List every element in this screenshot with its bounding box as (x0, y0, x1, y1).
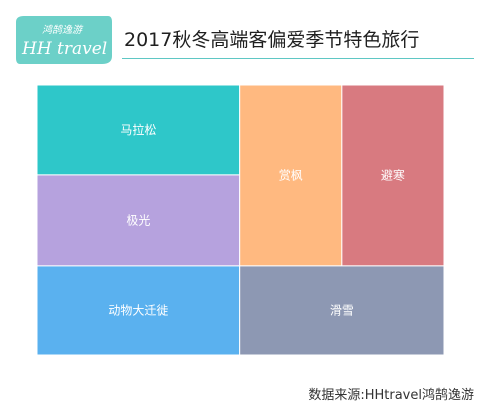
hhtravel-logo: 鸿鹄逸游 HH travel (12, 14, 114, 66)
title-underline (122, 58, 474, 59)
logo-leaf-shape (16, 16, 112, 64)
treemap-tile-label: 赏枫 (279, 167, 303, 182)
logo-badge: 鸿鹄逸游 HH travel (16, 16, 112, 64)
treemap-tile-label: 动物大迁徙 (108, 303, 168, 317)
treemap-tile (239, 84, 343, 267)
treemap-tile (341, 84, 445, 267)
treemap-tile-label: 极光 (126, 213, 150, 227)
treemap-tile (36, 265, 241, 356)
data-source-note: 数据来源:HHtravel鸿鹄逸游 (308, 388, 474, 403)
treemap-tile-label: 滑雪 (330, 303, 354, 317)
logo-chinese-text: 鸿鹄逸游 (42, 24, 84, 36)
treemap-tile-label: 马拉松 (120, 122, 156, 137)
logo-english-text: HH travel (21, 39, 107, 59)
treemap-tile-label: 避寒 (381, 167, 405, 182)
treemap-tile (36, 174, 241, 267)
treemap-tile (239, 265, 445, 356)
chart-title: 2017秋冬高端客偏爱季节特色旅行 (124, 29, 420, 51)
